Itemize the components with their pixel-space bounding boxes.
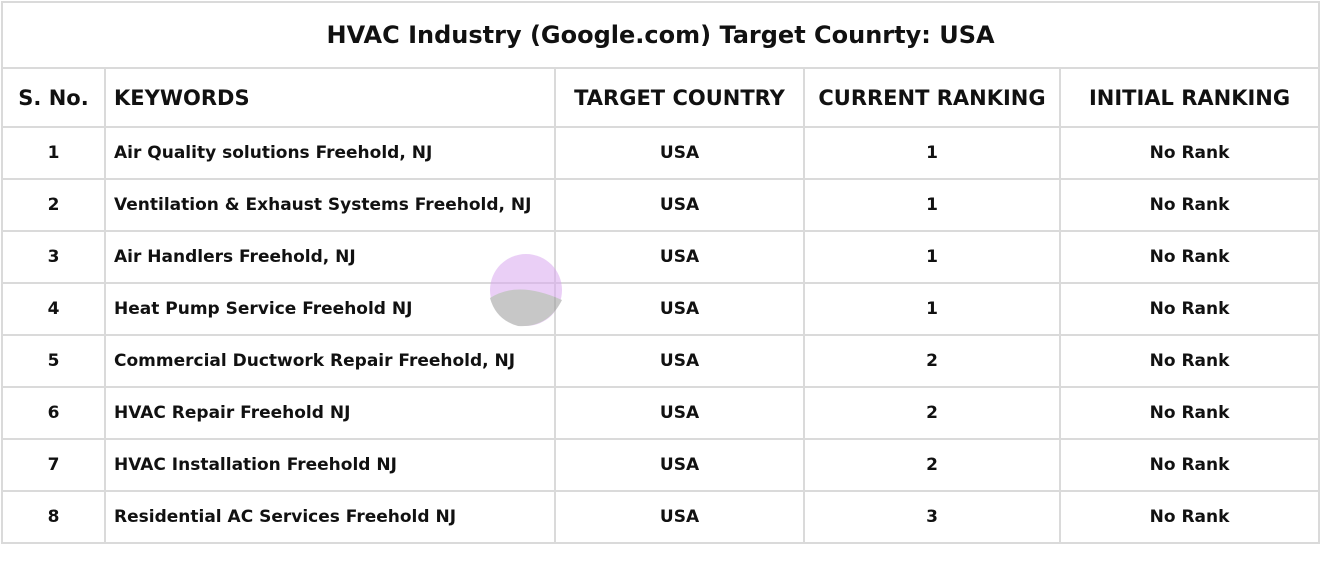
- cell-sno: 1: [1, 126, 106, 180]
- cell-keyword: HVAC Installation Freehold NJ: [104, 438, 556, 492]
- cell-target-country: USA: [554, 178, 805, 232]
- cell-sno: 5: [1, 334, 106, 388]
- cell-target-country: USA: [554, 438, 805, 492]
- cell-target-country: USA: [554, 230, 805, 284]
- cell-sno: 8: [1, 490, 106, 544]
- cell-current-ranking: 2: [803, 438, 1061, 492]
- cell-keyword: Heat Pump Service Freehold NJ: [104, 282, 556, 336]
- table-row: 7 HVAC Installation Freehold NJ USA 2 No Ran…: [1, 438, 1320, 492]
- cell-initial-ranking: No Rank: [1058, 334, 1320, 388]
- cell-current-ranking: 1: [803, 126, 1061, 180]
- cell-sno: 6: [1, 386, 106, 440]
- table-row: 2 Ventilation & Exhaust Systems Freehold,…: [1, 178, 1320, 232]
- table-row: 6 HVAC Repair Freehold NJ USA 2 No Rank: [1, 386, 1320, 440]
- cell-keyword: HVAC Repair Freehold NJ: [104, 386, 556, 440]
- cell-keyword: Commercial Ductwork Repair Freehold, NJ: [104, 334, 556, 388]
- cell-initial-ranking: No Rank: [1058, 178, 1320, 232]
- header-sno: S. No.: [1, 67, 106, 128]
- cell-sno: 7: [1, 438, 106, 492]
- header-current-ranking: CURRENT RANKING: [803, 67, 1061, 128]
- cell-initial-ranking: No Rank: [1058, 386, 1320, 440]
- cell-target-country: USA: [554, 490, 805, 544]
- cell-keyword: Air Handlers Freehold, NJ: [104, 230, 556, 284]
- ranking-table: HVAC Industry (Google.com) Target Counrt…: [0, 1, 1320, 544]
- table-row: 8 Residential AC Services Freehold NJ USA 3…: [1, 490, 1320, 544]
- header-initial-ranking: INITIAL RANKING: [1058, 67, 1320, 128]
- cell-keyword: Air Quality solutions Freehold, NJ: [104, 126, 556, 180]
- table-row: 1 Air Quality solutions Freehold, NJ USA 1 N…: [1, 126, 1320, 180]
- cell-target-country: USA: [554, 282, 805, 336]
- header-target-country: TARGET COUNTRY: [554, 67, 805, 128]
- cell-keyword: Residential AC Services Freehold NJ: [104, 490, 556, 544]
- cell-current-ranking: 2: [803, 334, 1061, 388]
- cell-target-country: USA: [554, 334, 805, 388]
- cell-sno: 4: [1, 282, 106, 336]
- cell-keyword: Ventilation & Exhaust Systems Freehold, …: [104, 178, 556, 232]
- cell-initial-ranking: No Rank: [1058, 126, 1320, 180]
- cell-initial-ranking: No Rank: [1058, 282, 1320, 336]
- cell-initial-ranking: No Rank: [1058, 230, 1320, 284]
- cell-initial-ranking: No Rank: [1058, 490, 1320, 544]
- cell-sno: 2: [1, 178, 106, 232]
- header-keywords: KEYWORDS: [104, 67, 556, 128]
- cell-target-country: USA: [554, 126, 805, 180]
- cell-sno: 3: [1, 230, 106, 284]
- cell-current-ranking: 1: [803, 178, 1061, 232]
- cell-initial-ranking: No Rank: [1058, 438, 1320, 492]
- table-row: 5 Commercial Ductwork Repair Freehold, NJ…: [1, 334, 1320, 388]
- table-row: 3 Air Handlers Freehold, NJ USA 1 No Rank: [1, 230, 1320, 284]
- cell-current-ranking: 3: [803, 490, 1061, 544]
- cell-current-ranking: 1: [803, 230, 1061, 284]
- cell-target-country: USA: [554, 386, 805, 440]
- cell-current-ranking: 2: [803, 386, 1061, 440]
- table-title: HVAC Industry (Google.com) Target Counrt…: [0, 1, 1320, 69]
- table-row: 4 Heat Pump Service Freehold NJ USA 1 No Ran…: [1, 282, 1320, 336]
- cell-current-ranking: 1: [803, 282, 1061, 336]
